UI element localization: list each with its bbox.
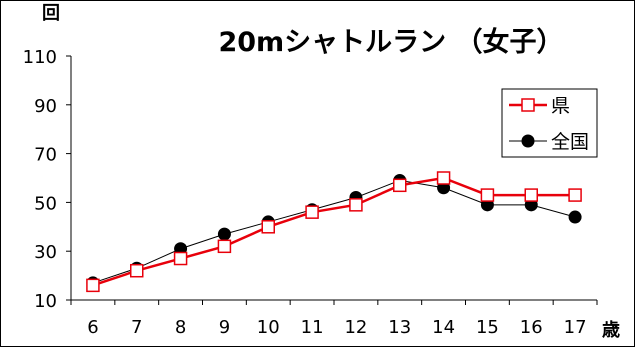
x-tick-label: 8 bbox=[175, 317, 186, 338]
data-point-prefecture bbox=[261, 220, 275, 234]
x-tick-label: 10 bbox=[257, 317, 280, 338]
y-tick-label: 110 bbox=[23, 47, 57, 68]
y-tick-label: 90 bbox=[34, 96, 57, 117]
legend-label-national: 全国 bbox=[551, 131, 589, 153]
legend: 県全国 bbox=[501, 88, 598, 158]
data-point-prefecture bbox=[217, 239, 232, 254]
y-tick-label: 10 bbox=[34, 291, 57, 312]
data-point-prefecture bbox=[568, 188, 582, 202]
x-tick-label: 11 bbox=[301, 317, 324, 338]
x-tick-label: 9 bbox=[219, 317, 230, 338]
legend-marker-prefecture bbox=[521, 98, 535, 112]
data-point-national bbox=[217, 227, 231, 241]
data-point-prefecture bbox=[393, 178, 407, 193]
x-tick-label: 16 bbox=[520, 317, 543, 338]
x-tick-label: 12 bbox=[344, 317, 367, 338]
x-tick-label: 14 bbox=[432, 317, 455, 338]
legend-marker-national bbox=[521, 134, 535, 148]
series-layer bbox=[86, 171, 582, 293]
y-tick-label: 70 bbox=[34, 145, 57, 166]
data-point-prefecture bbox=[130, 263, 144, 278]
chart-title: 20mシャトルラン （女子） bbox=[218, 26, 563, 58]
data-point-prefecture bbox=[436, 171, 451, 185]
data-point-national bbox=[568, 210, 582, 224]
axes: 10 30 50 70 90 110 6 7 8 9 10 11 12 13 14 15 16 17 bbox=[23, 47, 598, 338]
data-point-prefecture bbox=[305, 205, 319, 219]
chart-svg: 20mシャトルラン （女子） 回 歳 10 30 50 70 90 110 6 7 8 9 10 11… bbox=[23, 3, 620, 341]
x-tick-label: 17 bbox=[564, 317, 587, 338]
data-point-prefecture bbox=[173, 251, 188, 266]
series-line-prefecture bbox=[92, 176, 576, 287]
legend-label-prefecture: 県 bbox=[551, 95, 570, 117]
x-tick-label: 15 bbox=[476, 317, 499, 338]
y-tick-label: 30 bbox=[34, 242, 57, 263]
y-tick-label: 50 bbox=[34, 193, 57, 214]
x-tick-label: 6 bbox=[87, 317, 98, 338]
x-axis-label: 歳 bbox=[602, 320, 620, 341]
data-point-prefecture bbox=[349, 198, 363, 212]
y-axis-label: 回 bbox=[42, 3, 60, 24]
x-tick-label: 7 bbox=[131, 317, 142, 338]
data-point-prefecture bbox=[480, 188, 495, 202]
data-point-prefecture bbox=[86, 278, 100, 293]
series-line-national bbox=[92, 179, 576, 284]
x-tick-label: 13 bbox=[388, 317, 411, 338]
data-point-prefecture bbox=[524, 188, 538, 202]
legend-box bbox=[501, 88, 598, 158]
